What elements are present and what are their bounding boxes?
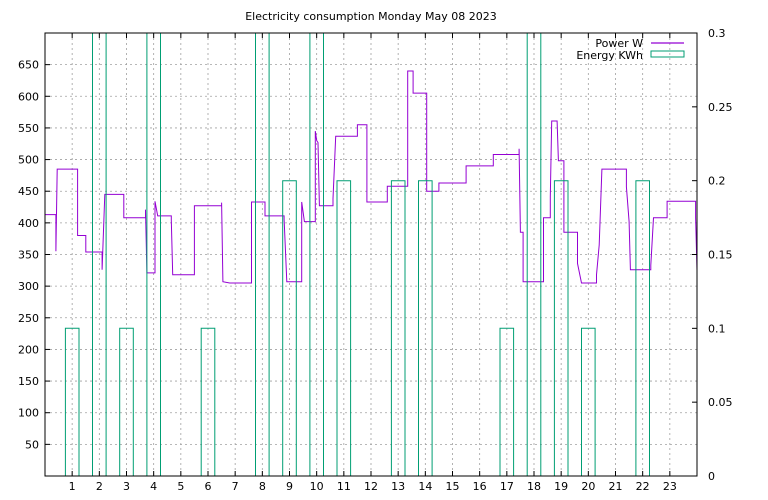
- x-tick-label: 18: [527, 480, 541, 493]
- y-left-tick-label: 500: [18, 154, 39, 167]
- grid-lines: [45, 33, 697, 476]
- y-left-tick-label: 200: [18, 343, 39, 356]
- x-tick-label: 1: [69, 480, 76, 493]
- y-left-tick-label: 250: [18, 312, 39, 325]
- x-tick-label: 15: [446, 480, 460, 493]
- x-tick-label: 12: [364, 480, 378, 493]
- y-right-tick-label: 0.15: [708, 249, 733, 262]
- y-right-tick-label: 0.05: [708, 396, 733, 409]
- y-right-tick-label: 0.3: [708, 27, 726, 40]
- x-tick-label: 7: [232, 480, 239, 493]
- tick-marks: [45, 32, 697, 477]
- y-right-tick-label: 0.2: [708, 175, 726, 188]
- legend-swatch-energy: [650, 50, 685, 58]
- legend: Power W Energy KWh: [576, 37, 685, 62]
- x-tick-label: 23: [663, 480, 677, 493]
- y-left-tick-label: 150: [18, 375, 39, 388]
- x-tick-label: 16: [473, 480, 487, 493]
- y-right-tick-label: 0: [708, 470, 715, 483]
- x-tick-label: 6: [205, 480, 212, 493]
- series-line-power: [45, 70, 698, 284]
- legend-label-energy: Energy KWh: [576, 49, 643, 62]
- y-left-tick-label: 450: [18, 185, 39, 198]
- y-left-tick-label: 550: [18, 122, 39, 135]
- y-left-tick-label: 100: [18, 407, 39, 420]
- x-tick-label: 4: [150, 480, 157, 493]
- x-tick-label: 17: [500, 480, 514, 493]
- y-left-tick-label: 600: [18, 90, 39, 103]
- y-right-tick-label: 0.25: [708, 101, 733, 114]
- legend-label-power: Power W: [595, 37, 643, 50]
- x-tick-label: 21: [609, 480, 623, 493]
- x-tick-label: 5: [177, 480, 184, 493]
- y-left-tick-label: 400: [18, 217, 39, 230]
- x-tick-label: 14: [418, 480, 432, 493]
- x-tick-label: 20: [581, 480, 595, 493]
- x-tick-label: 9: [286, 480, 293, 493]
- y-left-tick-label: 350: [18, 249, 39, 262]
- y-right-tick-label: 0.1: [708, 322, 726, 335]
- x-tick-label: 3: [123, 480, 130, 493]
- y-left-tick-label: 50: [25, 438, 39, 451]
- y-left-tick-label: 650: [18, 59, 39, 72]
- x-tick-labels: 1 2 3 4 5 6 7 8 9 10 11 12 13 14 15 16 17 18 19 20 21 22 23: [69, 480, 677, 493]
- y-left-tick-labels: 50 100 150 200 250 300 350 400 450 500 550 600 650: [18, 59, 39, 452]
- y-left-tick-label: 300: [18, 280, 39, 293]
- x-tick-label: 19: [554, 480, 568, 493]
- x-tick-label: 13: [391, 480, 405, 493]
- x-tick-label: 2: [96, 480, 103, 493]
- x-tick-label: 8: [259, 480, 266, 493]
- x-tick-label: 11: [337, 480, 351, 493]
- x-tick-label: 10: [310, 480, 324, 493]
- x-tick-label: 22: [636, 480, 650, 493]
- chart-title: Electricity consumption Monday May 08 20…: [245, 10, 497, 23]
- y-right-tick-labels: 0 0.05 0.1 0.15 0.2 0.25 0.3: [708, 27, 733, 483]
